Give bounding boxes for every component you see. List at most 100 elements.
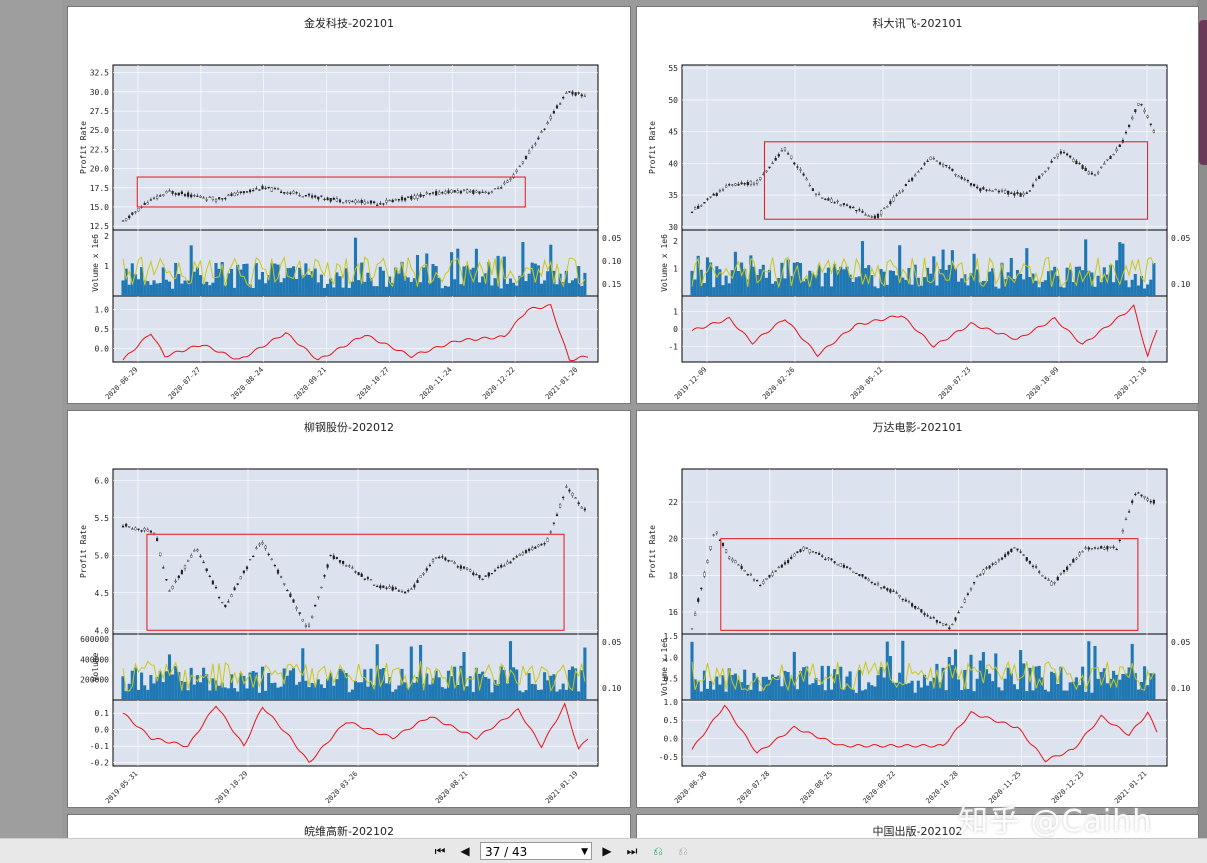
volume-bar	[1099, 282, 1103, 296]
side-panel-tab[interactable]	[1199, 20, 1207, 165]
first-page-icon[interactable]: ⏮	[434, 844, 446, 858]
volume-bar	[966, 688, 970, 700]
volume-bar	[705, 257, 710, 296]
consolidation-box	[720, 538, 1139, 631]
price-tick-label: 30	[668, 223, 678, 232]
volume-bar	[957, 679, 961, 700]
volume-bar	[764, 676, 768, 700]
rotate-forward-icon[interactable]: ⎌	[678, 844, 688, 858]
candle-body	[830, 558, 833, 561]
volume-bar	[904, 279, 908, 296]
volume-bar	[736, 679, 741, 700]
candle-body	[842, 564, 845, 568]
volume-bar	[161, 267, 165, 296]
candle-body	[509, 561, 512, 564]
volume-bar	[174, 262, 178, 296]
candle-body	[808, 549, 811, 553]
candle-body	[171, 586, 174, 589]
rotate-back-icon[interactable]: ⎌	[653, 844, 663, 858]
page-selector[interactable]: 37 / 43 ▼	[480, 842, 592, 860]
candle-body	[724, 185, 728, 188]
x-tick-label: 2020-02-26	[761, 366, 796, 401]
candle-body	[802, 546, 805, 551]
candle-body	[131, 212, 134, 215]
volume-bar	[814, 275, 818, 296]
candle-body	[407, 196, 410, 198]
candle-body	[469, 569, 472, 572]
candle-body	[252, 190, 255, 192]
next-page-icon[interactable]: ▶	[602, 844, 612, 858]
candle-body	[289, 593, 292, 597]
volume-bar	[885, 641, 889, 700]
volume-bar	[1062, 287, 1066, 296]
candle-body	[1084, 168, 1087, 172]
volume-tick-label: 0.5	[664, 675, 679, 684]
volume-bar	[1149, 673, 1153, 700]
candle-body	[858, 574, 861, 577]
candle-body	[771, 162, 774, 165]
candle-body	[490, 573, 493, 575]
candle-body	[966, 593, 969, 595]
volume-bar	[264, 283, 268, 296]
candle-body	[1004, 190, 1007, 194]
candle-body	[969, 587, 973, 590]
volume-bar	[155, 676, 159, 700]
volume-bar	[1084, 239, 1088, 296]
volume-bar	[879, 666, 883, 700]
candle-body	[503, 565, 506, 567]
candle-body	[690, 211, 694, 213]
candle-body	[221, 198, 224, 200]
candle-body	[994, 562, 997, 565]
candle-body	[1140, 103, 1143, 106]
candle-body	[310, 195, 314, 198]
candle-body	[945, 164, 948, 167]
candle-body	[559, 103, 562, 105]
candle-body	[214, 199, 218, 202]
candle-body	[901, 598, 904, 601]
candle-body	[1069, 155, 1072, 158]
volume-bar	[406, 277, 410, 296]
candle-body	[1019, 192, 1022, 197]
candle-body	[146, 202, 149, 205]
candle-body	[780, 564, 783, 568]
volume-bar	[220, 682, 224, 700]
volume-bar	[1071, 281, 1075, 296]
previous-page-icon[interactable]: ◀	[460, 844, 470, 858]
volume-bar	[932, 677, 936, 700]
candle-body	[1128, 124, 1131, 127]
volume-bar	[155, 283, 159, 296]
candle-body	[503, 182, 506, 185]
price-tick-label: 17.5	[90, 184, 109, 193]
volume-bar	[1015, 270, 1020, 296]
candle-body	[521, 161, 524, 164]
volume-bar	[521, 242, 525, 296]
candle-body	[985, 567, 988, 569]
volume-bar	[978, 282, 982, 296]
volume-bar	[919, 687, 923, 700]
candle-body	[1137, 492, 1140, 494]
volume-ratio-line	[122, 660, 586, 693]
volume-bar	[938, 682, 942, 700]
candle-body	[171, 191, 174, 194]
volume-bar	[217, 268, 221, 296]
candle-body	[1010, 548, 1013, 552]
candle-body	[1081, 165, 1084, 169]
candle-body	[1097, 171, 1100, 174]
volume-bar	[1130, 643, 1134, 700]
volume-bar	[1112, 282, 1116, 296]
volume-bar	[527, 673, 531, 700]
candle-body	[258, 189, 261, 191]
candle-body	[543, 128, 546, 130]
volume-bar	[515, 285, 519, 296]
volume-tick-label: 400000	[80, 655, 109, 664]
volume-bar	[904, 684, 908, 700]
candle-body	[777, 154, 780, 157]
volume-bar	[205, 281, 209, 296]
last-page-icon[interactable]: ⏭	[626, 844, 638, 858]
volume-bar	[397, 273, 401, 296]
volume-bar	[839, 666, 843, 700]
candle-body	[422, 194, 425, 197]
volume-bar	[1108, 265, 1113, 296]
candle-body	[1019, 551, 1022, 553]
volume-bar	[229, 674, 234, 700]
